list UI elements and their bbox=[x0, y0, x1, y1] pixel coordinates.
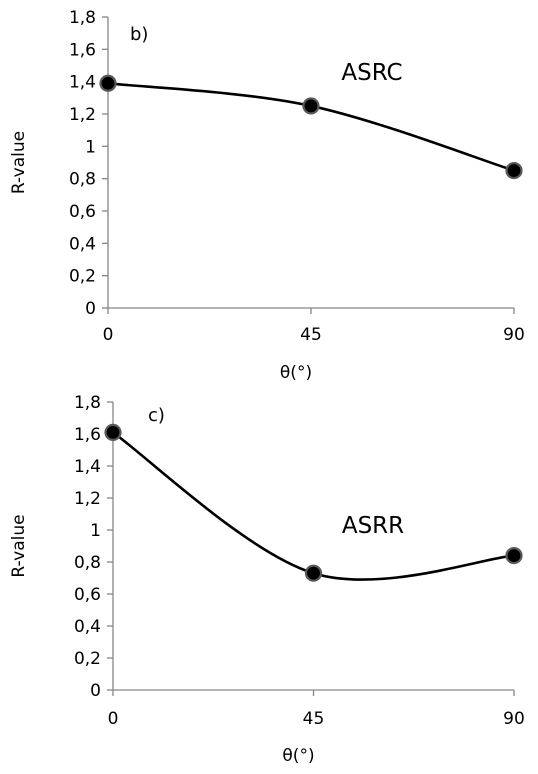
b-y-tick-label: 1,6 bbox=[69, 40, 96, 60]
b-panel-label: b) bbox=[130, 24, 148, 45]
c-series-line bbox=[112, 431, 515, 581]
c-series-label: ASRR bbox=[342, 513, 404, 539]
chart-b: 0 0,2 0,4 0,6 0,8 1 1,2 1,4 1,6 1,8 0 45 90 θ(°) R-val… bbox=[9, 8, 525, 383]
b-y-tick-label: 1,4 bbox=[69, 73, 96, 93]
b-y-tick-label: 0 bbox=[85, 299, 96, 319]
c-data-point bbox=[304, 564, 323, 582]
b-y-tick-label: 0,4 bbox=[69, 234, 96, 254]
b-x-tick-label: 45 bbox=[300, 325, 322, 345]
c-x-tick-label: 45 bbox=[303, 709, 325, 729]
b-y-tick-label: 0,6 bbox=[69, 202, 96, 222]
c-y-tick-label: 0,6 bbox=[74, 585, 101, 605]
c-x-axis-title: θ(°) bbox=[282, 746, 314, 766]
b-x-axis-title: θ(°) bbox=[280, 363, 312, 383]
b-y-tick-label: 1 bbox=[85, 137, 96, 157]
b-x-tick-label: 0 bbox=[103, 325, 114, 345]
c-x-tick-label: 0 bbox=[108, 709, 119, 729]
b-y-tick-label: 0,2 bbox=[69, 267, 96, 287]
c-panel-label: c) bbox=[148, 405, 165, 426]
b-x-tick-label: 90 bbox=[503, 325, 525, 345]
b-y-tick-label: 0,8 bbox=[69, 170, 96, 190]
c-y-tick-label: 1 bbox=[90, 521, 101, 541]
chart-c: 0 0,2 0,4 0,6 0,8 1 1,2 1,4 1,6 1,8 0 45 90 θ(°) R-val… bbox=[9, 393, 525, 766]
c-x-tick-label: 90 bbox=[503, 709, 525, 729]
c-y-tick-label: 1,2 bbox=[74, 489, 101, 509]
c-y-tick-label: 1,6 bbox=[74, 425, 101, 445]
c-data-point bbox=[104, 423, 122, 441]
c-y-tick-label: 0,2 bbox=[74, 649, 101, 669]
b-series-line bbox=[107, 81, 515, 172]
c-y-tick-label: 1,4 bbox=[74, 457, 101, 477]
c-y-tick-label: 1,8 bbox=[74, 393, 101, 413]
b-data-point bbox=[505, 161, 523, 180]
b-y-tick-label: 1,2 bbox=[69, 105, 96, 125]
b-data-point bbox=[302, 97, 320, 115]
c-data-point bbox=[505, 546, 523, 565]
b-y-axis-title: R-value bbox=[9, 131, 29, 194]
c-y-tick-label: 0,8 bbox=[74, 553, 101, 573]
b-series-label: ASRC bbox=[341, 60, 402, 86]
c-y-axis-title: R-value bbox=[9, 514, 29, 577]
b-data-point bbox=[99, 74, 117, 92]
b-y-tick-label: 1,8 bbox=[69, 8, 96, 28]
c-y-tick-label: 0,4 bbox=[74, 617, 101, 637]
c-y-tick-label: 0 bbox=[90, 681, 101, 701]
